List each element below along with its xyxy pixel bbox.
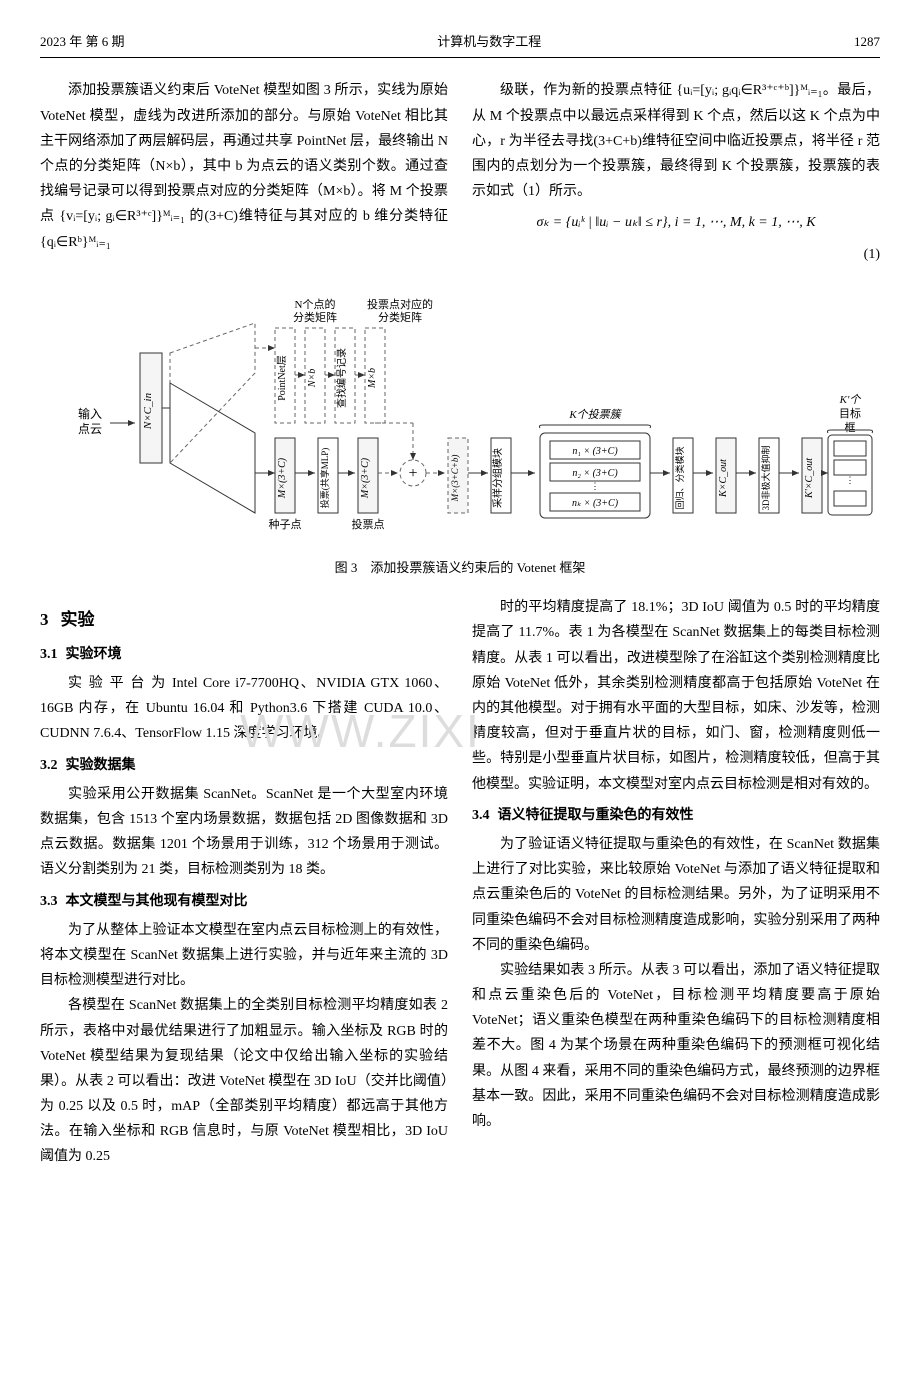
- para-33-cont: 时的平均精度提高了 18.1%；3D IoU 阈值为 0.5 时的平均精度提高了…: [472, 595, 880, 797]
- sub-31-title: 实验环境: [66, 647, 122, 662]
- fig-nxb: N×b: [307, 368, 318, 387]
- fig-cm2-line2: 分类矩阵: [378, 310, 422, 324]
- sub-33-num: 3.3: [40, 894, 58, 909]
- header-left: 2023 年 第 6 期: [40, 30, 125, 53]
- figure-3: 输入 点云 N×C_in N个点的 分类矩阵 投票点对应的 分类矩阵 Point…: [40, 283, 880, 580]
- para-33-1: 为了从整体上验证本文模型在室内点云目标检测上的有效性，将本文模型在 ScanNe…: [40, 918, 448, 994]
- fig-n2: n₂ × (3+C): [572, 468, 618, 479]
- fig-nk: nₖ × (3+C): [572, 498, 619, 509]
- fig-dots2: ⋮: [846, 475, 855, 485]
- fig-mlp: 投票(共享MLP): [319, 447, 330, 508]
- equation-1: σₖ = {uᵢᵏ | ‖uᵢ − uₖ‖ ≤ r}, i = 1, ⋯, M,…: [472, 210, 880, 235]
- col-right-top: 级联，作为新的投票点特征 {uᵢ=[yᵢ; gᵢqᵢ∈R³⁺ᶜ⁺ᵇ]}ᴹᵢ₌₁。…: [472, 78, 880, 266]
- figure-3-svg: 输入 点云 N×C_in N个点的 分类矩阵 投票点对应的 分类矩阵 Point…: [40, 283, 880, 543]
- fig-sample: 采样分组模块: [491, 448, 504, 508]
- fig-plus: +: [408, 465, 417, 482]
- fig-pointnet: PointNet层: [276, 355, 288, 401]
- sub-34-title: 语义特征提取与重染色的有效性: [498, 808, 694, 823]
- sub-34-num: 3.4: [472, 808, 490, 823]
- section-3-num: 3: [40, 610, 49, 629]
- para-34-2: 实验结果如表 3 所示。从表 3 可以看出，添加了语义特征提取和点云重染色后的 …: [472, 958, 880, 1134]
- sub-32-title: 实验数据集: [66, 758, 136, 773]
- header-right: 1287: [854, 30, 880, 53]
- page-header: 2023 年 第 6 期 计算机与数字工程 1287: [40, 30, 880, 58]
- fig-mxb: M×b: [367, 368, 378, 389]
- fig-m3c2: M×(3+C): [360, 457, 371, 499]
- fig-cm2-line1: 投票点对应的: [367, 297, 433, 311]
- fig-ncin: N×C_in: [142, 392, 154, 430]
- para-33-2: 各模型在 ScanNet 数据集上的全类别目标检测平均精度如表 2 所示，表格中…: [40, 993, 448, 1169]
- fig-cm1-line2: 分类矩阵: [293, 310, 337, 324]
- section-3-heading: 3 实验: [40, 605, 448, 636]
- col-right-bottom: 时的平均精度提高了 18.1%；3D IoU 阈值为 0.5 时的平均精度提高了…: [472, 595, 880, 1169]
- fig-lookup: 查找编号记录: [335, 348, 348, 408]
- eq1-num: (1): [864, 242, 880, 267]
- para-34-1: 为了验证语义特征提取与重染色的有效性，在 ScanNet 数据集上进行了对比实验…: [472, 832, 880, 958]
- fig-target1: K'个: [839, 393, 862, 406]
- fig-target3: 框: [845, 421, 856, 434]
- fig-m3c1: M×(3+C): [277, 457, 288, 499]
- subsection-31-heading: 3.1 实验环境: [40, 642, 448, 667]
- col-left-bottom: 3实验 3.1实验环境 实 验 平 台 为 Intel Core i7-7700…: [40, 595, 448, 1169]
- header-center: 计算机与数字工程: [437, 30, 541, 53]
- col-left-top: 添加投票簇语义约束后 VoteNet 模型如图 3 所示，实线为原始 VoteN…: [40, 78, 448, 266]
- fig-kcluster: K个投票簇: [568, 408, 622, 421]
- fig-target2: 目标: [839, 406, 861, 420]
- para-intro-2: 级联，作为新的投票点特征 {uᵢ=[yᵢ; gᵢqᵢ∈R³⁺ᶜ⁺ᵇ]}ᴹᵢ₌₁。…: [472, 78, 880, 204]
- bottom-columns: 3实验 3.1实验环境 实 验 平 台 为 Intel Core i7-7700…: [40, 595, 880, 1169]
- fig-n1: n₁ × (3+C): [572, 446, 618, 457]
- fig-kcout2: K'×C_out: [804, 457, 815, 498]
- para-32-1: 实验采用公开数据集 ScanNet。ScanNet 是一个大型室内环境数据集，包…: [40, 782, 448, 883]
- fig-seed: 种子点: [269, 517, 302, 531]
- top-columns: 添加投票簇语义约束后 VoteNet 模型如图 3 所示，实线为原始 VoteN…: [40, 78, 880, 266]
- fig-m3cb: M×(3+C+b): [450, 454, 460, 502]
- eq1-body: σₖ = {uᵢᵏ | ‖uᵢ − uₖ‖ ≤ r}, i = 1, ⋯, M,…: [536, 215, 815, 230]
- fig-regcls: 回归、分类模块: [674, 446, 685, 509]
- sub-33-title: 本文模型与其他现有模型对比: [66, 894, 248, 909]
- sub-32-num: 3.2: [40, 758, 58, 773]
- section-3-title: 实验: [61, 610, 95, 629]
- fig-input-label: 输入: [78, 406, 102, 421]
- watermark: WWW.ZIXI: [240, 690, 481, 773]
- fig-kcout: K×C_out: [718, 459, 729, 498]
- subsection-34-heading: 3.4 语义特征提取与重染色的有效性: [472, 803, 880, 828]
- figure-3-caption: 图 3 添加投票簇语义约束后的 Votenet 框架: [40, 556, 880, 579]
- para-intro-1: 添加投票簇语义约束后 VoteNet 模型如图 3 所示，实线为原始 VoteN…: [40, 78, 448, 254]
- fig-dots: ⋮: [591, 481, 600, 491]
- fig-cm1-line1: N个点的: [295, 297, 336, 311]
- fig-input-label2: 点云: [78, 422, 102, 436]
- sub-31-num: 3.1: [40, 647, 58, 662]
- fig-nms: 3D非极大值抑制: [760, 445, 771, 510]
- fig-votepoint: 投票点: [352, 517, 385, 531]
- subsection-33-heading: 3.3 本文模型与其他现有模型对比: [40, 889, 448, 914]
